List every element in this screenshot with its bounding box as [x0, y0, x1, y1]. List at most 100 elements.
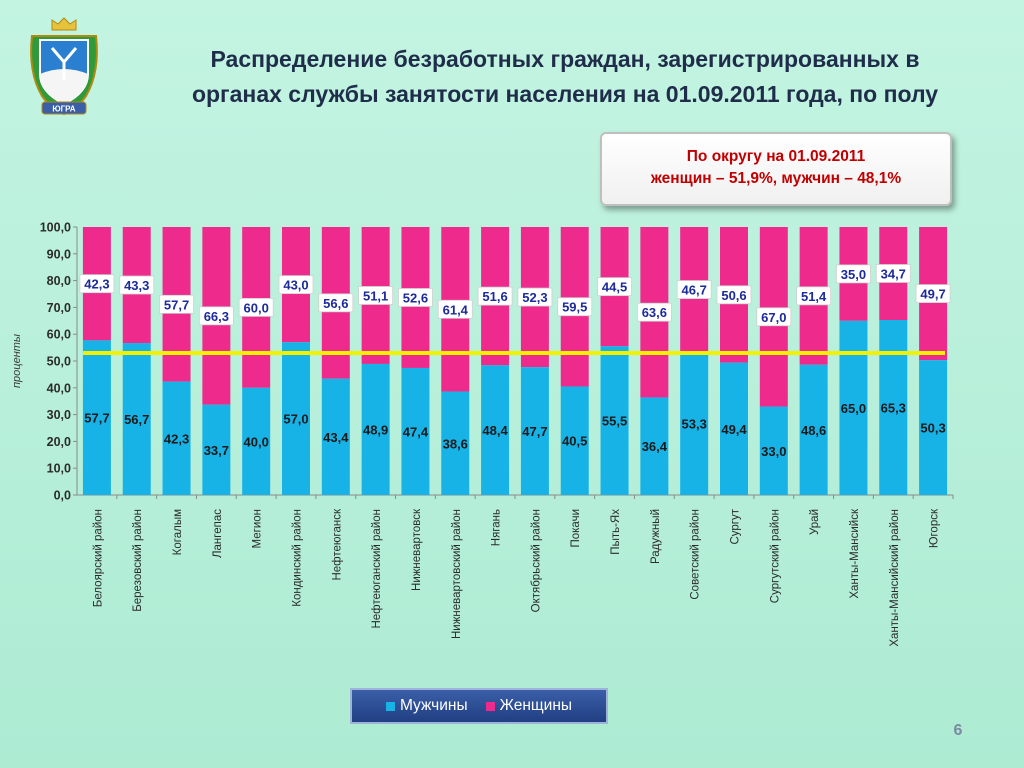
data-label-women-box — [557, 297, 593, 317]
data-label-women: 51,6 — [482, 289, 507, 304]
x-category-label: Покачи — [570, 509, 582, 548]
x-category-label: Югорск — [929, 508, 941, 548]
page-title: Распределение безработных граждан, зарег… — [120, 42, 1010, 112]
y-tick-label: 10,0 — [47, 462, 71, 476]
data-label-men: 43,4 — [323, 430, 349, 445]
stacked-bar-chart: 0,0 10,0 20,0 30,0 40,0 50,0 60,0 70,0 80,0 90,0 1… — [11, 221, 954, 647]
data-label-women: 52,6 — [403, 290, 428, 305]
data-label-women: 46,7 — [682, 283, 707, 298]
chart-legend: Мужчины Женщины — [350, 688, 608, 724]
y-tick-label: 0,0 — [54, 489, 71, 503]
data-label-men: 33,7 — [204, 443, 229, 458]
data-label-women: 51,4 — [801, 289, 827, 304]
bar-men — [321, 378, 350, 495]
callout-line-2: женщин – 51,9%, мужчин – 48,1% — [650, 170, 902, 187]
data-label-women-box — [517, 287, 553, 307]
y-tick-label: 80,0 — [47, 274, 71, 288]
data-label-men: 55,5 — [602, 414, 627, 429]
x-category-label: Октябрьский район — [530, 509, 542, 612]
data-label-men: 65,0 — [841, 401, 866, 416]
legend-label-women: Женщины — [499, 697, 573, 714]
x-category-label: Лангепас — [212, 509, 224, 558]
data-label-women: 59,5 — [562, 300, 587, 315]
summary-callout: По округу на 01.09.2011 женщин – 51,9%, … — [600, 132, 952, 206]
data-label-men: 40,0 — [244, 434, 269, 449]
data-label-women: 67,0 — [761, 310, 786, 325]
bar-men — [361, 363, 390, 495]
data-label-women: 61,4 — [443, 302, 469, 317]
bar-men — [122, 343, 151, 495]
x-category-label: Пыть-Ях — [610, 509, 622, 555]
bar-men — [481, 365, 510, 495]
data-label-men: 57,0 — [283, 412, 308, 427]
data-label-men: 47,7 — [522, 424, 547, 439]
x-category-label: Кондинский район — [292, 509, 304, 607]
data-label-women-box — [159, 294, 194, 314]
data-label-men: 38,6 — [443, 436, 468, 451]
emblem-ribbon: ЮГРА — [52, 105, 75, 114]
bar-men — [202, 404, 231, 495]
bar-men — [441, 391, 470, 495]
data-label-women-box — [716, 285, 752, 305]
data-label-women-box — [79, 274, 115, 294]
data-label-women-box — [119, 275, 155, 295]
x-category-label: Советский район — [690, 509, 702, 600]
coat-of-arms-icon: ЮГРА — [30, 17, 98, 116]
data-label-men: 48,4 — [482, 423, 508, 438]
data-label-women: 60,0 — [244, 300, 269, 315]
data-label-women-box — [636, 302, 672, 322]
callout-line-1: По округу на 01.09.2011 — [686, 148, 866, 165]
data-label-women: 43,3 — [124, 278, 149, 293]
bar-men — [162, 381, 191, 495]
y-tick-label: 70,0 — [47, 301, 71, 315]
legend-swatch-women — [485, 701, 495, 711]
y-tick-label: 30,0 — [47, 408, 71, 422]
data-label-men: 57,7 — [84, 411, 109, 426]
data-label-women-box — [238, 298, 274, 317]
data-label-men: 42,3 — [164, 431, 189, 446]
bar-men — [520, 367, 549, 495]
data-label-women: 49,7 — [920, 287, 945, 302]
title-line-1: Распределение безработных граждан, зарег… — [210, 46, 920, 72]
bar-men — [919, 360, 948, 495]
data-label-women: 66,3 — [204, 309, 229, 324]
y-tick-label: 60,0 — [47, 328, 71, 342]
page-number: 6 — [953, 722, 963, 739]
bar-men — [282, 342, 310, 495]
x-category-label: Ханты-Мансийск — [849, 508, 861, 599]
x-category-label: Нефтеюганск — [331, 508, 343, 581]
bar-men — [82, 340, 111, 495]
bar-men — [640, 397, 669, 495]
data-label-women-box — [278, 275, 314, 295]
y-tick-label: 90,0 — [47, 247, 71, 261]
data-label-women-box — [796, 286, 832, 306]
data-label-women: 43,0 — [283, 278, 308, 293]
legend-item-women: Женщины — [485, 697, 573, 715]
x-category-label: Урай — [809, 509, 821, 535]
x-category-label: Радужный — [650, 509, 662, 564]
data-label-men: 48,9 — [363, 422, 388, 437]
data-label-women: 56,6 — [323, 296, 348, 311]
x-category-label: Нижневартовский район — [451, 509, 463, 639]
y-tick-label: 40,0 — [47, 381, 71, 395]
x-category-label: Сургутский район — [769, 509, 781, 603]
data-label-women-box — [915, 284, 951, 303]
data-label-women: 35,0 — [841, 267, 866, 282]
bar-men — [680, 352, 709, 495]
data-label-women: 57,7 — [164, 297, 189, 312]
data-label-men: 33,0 — [761, 444, 786, 459]
y-tick-label: 50,0 — [47, 355, 71, 369]
bar-men — [600, 346, 629, 495]
bar-men — [242, 387, 271, 495]
bar-men — [839, 320, 868, 495]
y-tick-label: 100,0 — [40, 221, 71, 235]
data-label-women: 42,3 — [84, 277, 109, 292]
y-axis-title: проценты — [11, 334, 23, 388]
data-label-men: 48,6 — [801, 423, 826, 438]
x-category-label: Нягань — [491, 509, 503, 546]
data-label-women: 63,6 — [642, 305, 667, 320]
data-label-men: 47,4 — [403, 424, 429, 439]
data-label-women-box — [358, 286, 394, 305]
x-category-label: Белоярский район — [92, 509, 104, 607]
y-tick-label: 20,0 — [47, 435, 71, 449]
